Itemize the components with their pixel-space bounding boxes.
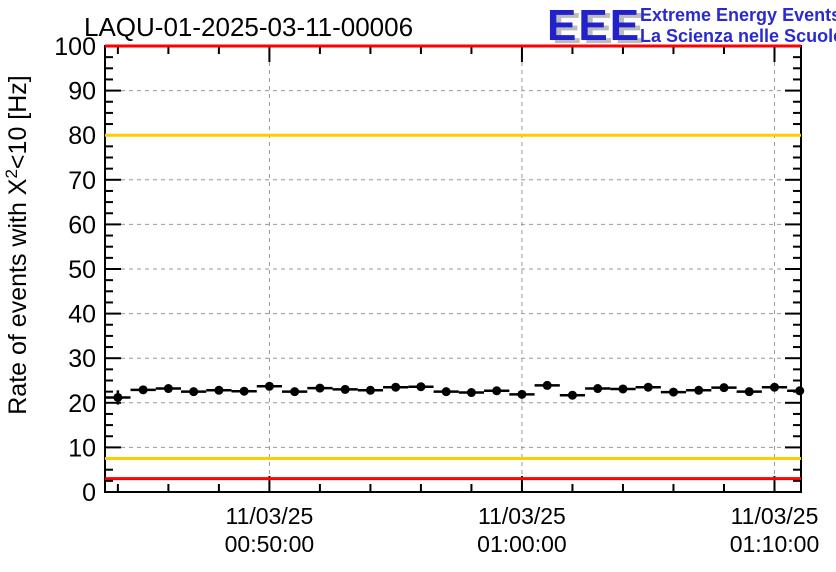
x-tick-label-date: 11/03/25 (225, 503, 313, 529)
chart-layer: 010203040506070809010011/03/2500:50:0011… (54, 33, 819, 557)
eee-logo-subtitle-line1: Extreme Energy Events (640, 5, 836, 25)
x-tick-label-time: 00:50:00 (225, 531, 315, 557)
svg-text:Rate of events with X2<10 [Hz]: Rate of events with X2<10 [Hz] (2, 75, 32, 415)
y-axis-title-pre: Rate of events with X (4, 178, 32, 415)
data-point-marker (593, 384, 603, 394)
eee-logo: EEE EEE Extreme Energy Events La Scienza… (547, 1, 836, 53)
y-tick-label: 90 (68, 78, 96, 106)
x-tick-label-date: 11/03/25 (731, 503, 819, 529)
data-point-marker (391, 382, 401, 392)
data-point-marker (163, 384, 173, 394)
data-point-marker (744, 387, 754, 397)
y-tick-label: 0 (82, 479, 96, 507)
y-tick-label: 40 (68, 301, 96, 329)
data-point-marker (694, 385, 704, 395)
data-point-marker (517, 389, 527, 399)
data-point-marker (795, 386, 805, 396)
data-point-marker (239, 386, 249, 396)
data-point-marker (542, 380, 552, 390)
y-tick-label: 100 (54, 33, 96, 61)
data-point-marker (365, 385, 375, 395)
data-point-marker (416, 382, 426, 392)
y-axis-title-sup: 2 (2, 169, 21, 178)
data-point-marker (567, 390, 577, 400)
data-point-marker (441, 387, 451, 397)
data-point-marker (719, 383, 729, 393)
y-tick-label: 10 (68, 434, 96, 462)
y-tick-label: 70 (68, 167, 96, 195)
x-tick-label-date: 11/03/25 (478, 503, 566, 529)
x-tick-label-time: 01:00:00 (477, 531, 567, 557)
data-point-marker (214, 385, 224, 395)
data-point-marker (290, 387, 300, 397)
data-point-marker (264, 381, 274, 391)
y-axis-title-post: <10 [Hz] (4, 75, 32, 169)
y-axis-title: Rate of events with X2<10 [Hz] (2, 75, 32, 415)
y-tick-label: 60 (68, 211, 96, 239)
eee-logo-shadow: EEE (552, 4, 646, 53)
data-point-marker (769, 382, 779, 392)
data-point-marker (618, 384, 628, 394)
data-point-marker (492, 386, 502, 396)
y-tick-label: 50 (68, 256, 96, 284)
eee-logo-text: EEE (547, 1, 641, 50)
data-point-marker (315, 383, 325, 393)
data-point-marker (138, 385, 148, 395)
data-point-marker (189, 387, 199, 397)
y-tick-label: 30 (68, 345, 96, 373)
y-tick-label: 20 (68, 390, 96, 418)
eee-logo-subtitle-line2: La Scienza nelle Scuole (640, 26, 836, 46)
data-point-marker (668, 387, 678, 397)
data-point-marker (466, 388, 476, 398)
data-point-marker (643, 382, 653, 392)
x-tick-label-time: 01:10:00 (730, 531, 820, 557)
plot-title: LAQU-01-2025-03-11-00006 (84, 12, 413, 42)
data-point-marker (340, 384, 350, 394)
data-point-marker (113, 392, 123, 402)
y-tick-label: 80 (68, 122, 96, 150)
